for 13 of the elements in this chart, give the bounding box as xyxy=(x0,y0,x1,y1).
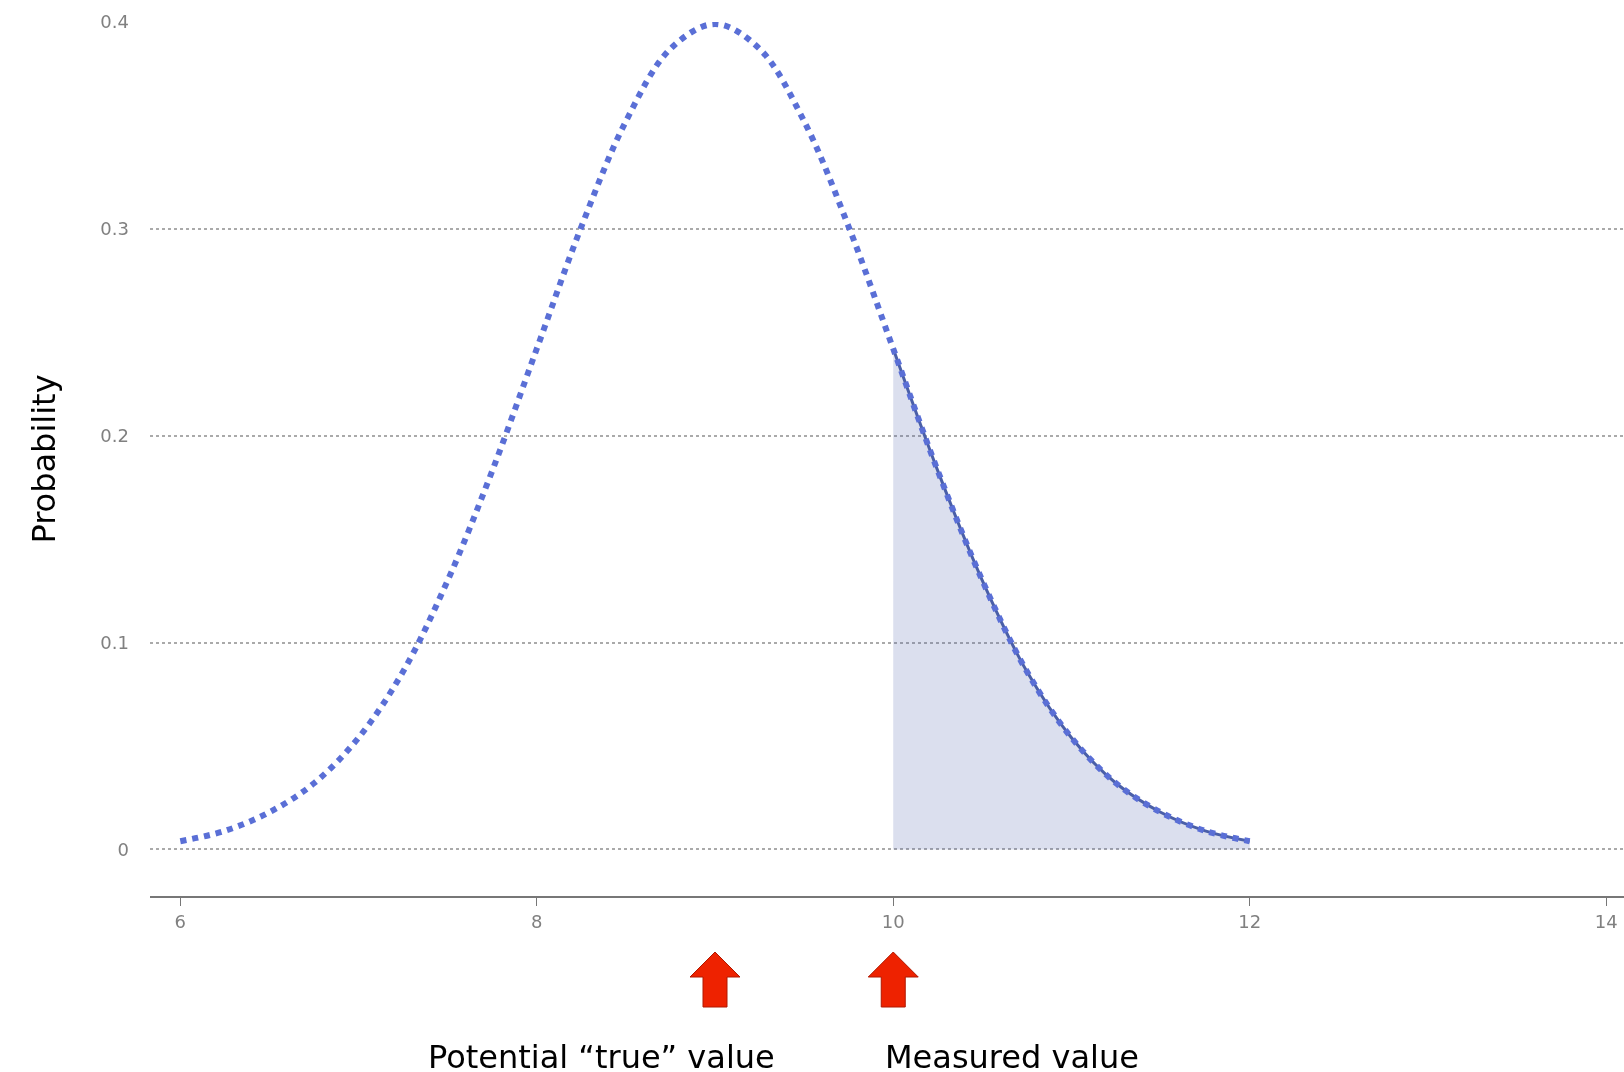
y-tick-label: 0.2 xyxy=(100,425,129,447)
x-tick-label: 6 xyxy=(174,910,187,932)
x-tick-label: 12 xyxy=(1238,910,1262,932)
x-tick-label: 14 xyxy=(1594,910,1618,932)
y-axis-title: Probability xyxy=(24,374,63,544)
y-tick-label: 0 xyxy=(117,838,129,860)
y-tick-label: 0.3 xyxy=(100,218,129,240)
y-tick-label: 0.1 xyxy=(100,631,129,653)
x-tick-label: 10 xyxy=(881,910,905,932)
text: Potential “true” value xyxy=(428,1038,775,1072)
text: Measured value xyxy=(885,1038,1139,1072)
x-tick-label: 8 xyxy=(531,910,543,932)
y-tick-label: 0.4 xyxy=(100,11,129,33)
